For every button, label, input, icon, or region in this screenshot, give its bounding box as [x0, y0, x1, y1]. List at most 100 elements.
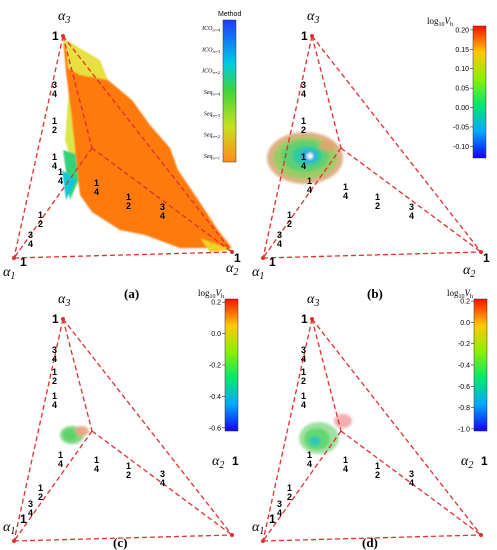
svg-text:1: 1 — [58, 450, 63, 460]
alpha1-label-d: α1 — [252, 520, 264, 537]
one-right-d: 1 — [481, 454, 488, 468]
caption-b: (b) — [367, 286, 383, 301]
svg-text:2: 2 — [126, 470, 131, 480]
ticks-d: 34 12 14 14 14 12 34 12 34 — [277, 345, 414, 518]
panel-c: α3 α2 α1 1 1 1 34 12 14 14 14 12 34 12 3… — [3, 288, 239, 550]
colorbar-a-label: ICOn=4 — [201, 26, 221, 33]
svg-text:4: 4 — [94, 187, 99, 197]
vertex-top-a — [61, 34, 65, 38]
panel-b: α3 α2 α1 1 1 1 34 12 14 14 14 12 34 12 3… — [252, 9, 490, 301]
svg-text:4: 4 — [160, 478, 165, 488]
colorbar-a-label: Seqn=4 — [204, 90, 221, 97]
frame-c — [13, 318, 233, 542]
svg-text:1: 1 — [307, 450, 312, 460]
alpha2-label-c: α2 — [212, 454, 224, 471]
colorbar-b-title: log10Vh — [427, 16, 453, 28]
svg-text:1: 1 — [38, 483, 43, 493]
colorbar-tick-label: 0.05 — [455, 86, 469, 93]
svg-text:3: 3 — [409, 202, 414, 212]
colorbar-a-labels: ICOn=4 ICOn=3 ICOn=2 Seqn=4 Seqn=3 Seqn=2 Seqn… — [201, 26, 221, 161]
colorbar-tick-label: -0.2 — [458, 341, 470, 348]
svg-text:2: 2 — [38, 219, 43, 229]
svg-text:1: 1 — [301, 152, 306, 162]
alpha2-label-d: α2 — [461, 454, 473, 471]
colorbar-a-bar — [222, 19, 237, 163]
colorbar-d-title: log10Vh — [447, 288, 473, 300]
frame-d — [262, 318, 482, 542]
colorbar-d-bar — [473, 298, 488, 432]
caption-d: (d) — [362, 535, 378, 550]
svg-text:1: 1 — [52, 152, 57, 162]
ticks-c: 34 12 14 14 14 12 34 12 34 — [28, 345, 165, 518]
svg-text:4: 4 — [409, 478, 414, 488]
one-left-d: 1 — [269, 512, 276, 526]
one-left-a: 1 — [20, 255, 27, 269]
svg-text:4: 4 — [301, 161, 306, 171]
one-left-b: 1 — [269, 255, 276, 269]
svg-text:3: 3 — [277, 230, 282, 240]
colorbar-b: log10Vh 0.20 0.15 0.10 0.05 0.00 -0.05 -0.10 — [427, 16, 487, 159]
alpha3-label-b: α3 — [307, 9, 319, 26]
colorbar-d: log10Vh 0.2 0.0 -0.2 -0.4 -0.6 -0.8 -1.0 — [447, 288, 488, 433]
colorbar-c-title: log10Vh — [198, 288, 224, 300]
frame-a — [13, 35, 233, 259]
one-top-b: 1 — [301, 29, 308, 43]
alpha2-label-a: α2 — [226, 261, 238, 278]
one-top-c: 1 — [52, 312, 59, 326]
colorbar-a-label: Seqn=2 — [204, 133, 221, 140]
colorbar-tick-label: -0.8 — [458, 405, 470, 412]
colorbar-b-ticks: 0.20 0.15 0.10 0.05 0.00 -0.05 -0.10 — [453, 27, 473, 151]
svg-text:1: 1 — [301, 391, 306, 401]
one-top-a: 1 — [52, 29, 59, 43]
svg-text:4: 4 — [52, 161, 57, 171]
ticks-bottom-a: 14 14 12 34 12 34 — [28, 167, 165, 249]
colorbar-tick-label: 0.2 — [460, 299, 470, 306]
colorbar-tick-label: -0.10 — [453, 144, 469, 151]
svg-text:1: 1 — [287, 483, 292, 493]
svg-text:1: 1 — [307, 176, 312, 186]
colorbar-tick-label: -0.2 — [209, 363, 221, 370]
alpha3-label-a: α3 — [58, 9, 70, 26]
svg-text:3: 3 — [160, 469, 165, 479]
colorbar-tick-label: 0.0 — [460, 320, 470, 327]
svg-text:4: 4 — [277, 239, 282, 249]
colorbar-tick-label: -0.05 — [453, 124, 469, 131]
svg-text:1: 1 — [126, 461, 131, 471]
cluster-d — [299, 414, 352, 454]
svg-text:4: 4 — [94, 464, 99, 474]
colorbar-tick-label: 0.0 — [211, 331, 221, 338]
alpha2-label-b: α2 — [463, 263, 475, 280]
caption-a: (a) — [124, 286, 139, 301]
alpha3-label-d: α3 — [307, 292, 319, 309]
cluster-b — [267, 132, 343, 184]
colorbar-tick-label: -0.6 — [209, 425, 221, 432]
svg-text:3: 3 — [160, 202, 165, 212]
colorbar-tick-label: -1.0 — [458, 426, 470, 433]
region-cyan-a — [62, 170, 76, 200]
alpha1-label-a: α1 — [3, 265, 15, 282]
colorbar-tick-label: -0.6 — [458, 384, 470, 391]
svg-text:3: 3 — [409, 469, 414, 479]
svg-text:4: 4 — [277, 508, 282, 518]
svg-text:1: 1 — [301, 116, 306, 126]
svg-text:1: 1 — [126, 192, 131, 202]
svg-text:2: 2 — [287, 219, 292, 229]
vertex-left-a — [12, 256, 16, 260]
svg-text:1: 1 — [94, 455, 99, 465]
svg-text:1: 1 — [58, 167, 63, 177]
ticks-b: 34 12 14 14 14 12 34 12 34 — [277, 80, 414, 249]
svg-text:4: 4 — [307, 185, 312, 195]
svg-text:1: 1 — [38, 210, 43, 220]
svg-text:2: 2 — [126, 201, 131, 211]
caption-c: (c) — [113, 535, 127, 550]
one-right-c: 1 — [232, 454, 239, 468]
svg-text:4: 4 — [52, 89, 57, 99]
vertex-right-a — [230, 250, 234, 254]
svg-text:2: 2 — [38, 492, 43, 502]
svg-text:4: 4 — [28, 508, 33, 518]
svg-text:2: 2 — [52, 376, 57, 386]
svg-text:3: 3 — [52, 80, 57, 90]
svg-text:2: 2 — [52, 125, 57, 135]
svg-text:3: 3 — [52, 345, 57, 355]
